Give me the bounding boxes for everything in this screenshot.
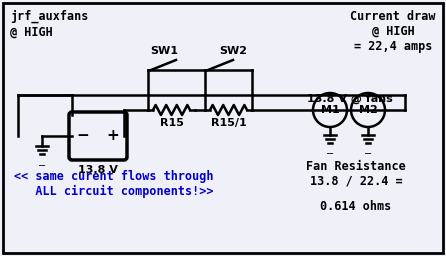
Text: R15/1: R15/1 [211, 118, 246, 128]
Text: R15: R15 [160, 118, 183, 128]
Text: << same curent flows through
   ALL circuit components!>>: << same curent flows through ALL circuit… [14, 170, 214, 198]
Text: −: − [77, 129, 89, 144]
Text: 13.8 V: 13.8 V [78, 165, 118, 175]
Text: 13.8 V @ fans: 13.8 V @ fans [307, 94, 393, 104]
Text: jrf_auxfans
@ HIGH: jrf_auxfans @ HIGH [10, 10, 88, 38]
Text: 13.8 / 22.4 =: 13.8 / 22.4 = [310, 175, 402, 188]
Text: −: − [364, 149, 372, 159]
Text: M1: M1 [321, 105, 339, 115]
Text: SW2: SW2 [219, 46, 248, 56]
Text: Current draw
@ HIGH
= 22,4 amps: Current draw @ HIGH = 22,4 amps [351, 10, 436, 53]
Text: 0.614 ohms: 0.614 ohms [320, 200, 392, 213]
Text: Fan Resistance: Fan Resistance [306, 160, 406, 173]
FancyBboxPatch shape [69, 112, 127, 160]
Text: M2: M2 [359, 105, 377, 115]
Text: −: − [38, 161, 46, 171]
Text: SW1: SW1 [150, 46, 178, 56]
Text: −: − [326, 149, 334, 159]
Text: +: + [107, 129, 120, 144]
